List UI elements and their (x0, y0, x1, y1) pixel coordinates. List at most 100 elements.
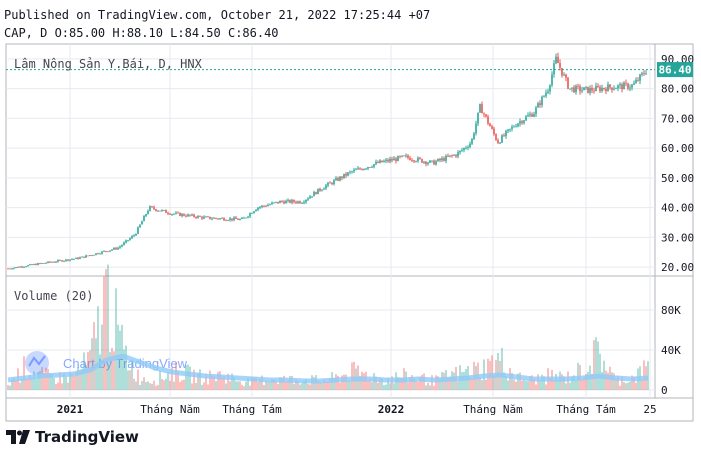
candle-body (577, 85, 579, 87)
candle-body (175, 212, 177, 214)
candle-body (61, 260, 63, 262)
volume-bar (479, 376, 481, 390)
volume-bar (53, 377, 55, 390)
candle-body (15, 267, 17, 268)
volume-bar (211, 375, 213, 390)
candle-body (471, 138, 473, 144)
volume-bar (447, 377, 449, 390)
candle-body (189, 214, 191, 216)
candle-body (25, 266, 27, 268)
candle-body (419, 157, 421, 159)
volume-bar (503, 372, 505, 390)
candle-body (263, 205, 265, 207)
volume-bar (199, 369, 201, 390)
volume-bar (115, 288, 117, 390)
candle-body (307, 198, 309, 200)
volume-bar (159, 370, 161, 390)
candle-body (409, 157, 411, 161)
volume-bar (337, 375, 339, 390)
volume-ma-line (7, 353, 649, 384)
candle-body (381, 160, 383, 163)
candle-body (319, 188, 321, 191)
candle-body (309, 196, 311, 199)
candle-body (489, 123, 491, 127)
candle-body (517, 123, 519, 127)
candle-body (401, 155, 403, 157)
candle-body (141, 221, 143, 225)
volume-bar (75, 372, 77, 390)
volume-bar (397, 377, 399, 390)
candle-body (107, 251, 109, 253)
candle-body (495, 134, 497, 140)
candle-body (617, 85, 619, 89)
candle-body (597, 86, 599, 88)
volume-bar (169, 380, 171, 390)
volume-bar (635, 382, 637, 390)
volume-bar (273, 379, 275, 390)
candle-body (605, 88, 607, 92)
volume-bar (581, 379, 583, 390)
candle-body (393, 158, 395, 161)
volume-bar (209, 370, 211, 390)
candle-body (275, 201, 277, 203)
candle-body (475, 123, 477, 134)
candle-body (511, 126, 513, 129)
volume-bar (285, 381, 287, 390)
candle-body (245, 217, 247, 219)
volume-bar (305, 378, 307, 390)
volume-bar (469, 376, 471, 390)
candle-body (427, 162, 429, 165)
volume-bar (343, 374, 345, 390)
volume-bar (593, 340, 595, 390)
candle-body (97, 253, 99, 255)
volume-bar (543, 376, 545, 390)
volume-bar (537, 374, 539, 390)
candle-body (237, 218, 239, 220)
volume-bar (45, 367, 47, 390)
volume-bar (493, 375, 495, 390)
volume-tick-label: 40K (661, 344, 681, 357)
volume-bar (619, 385, 621, 390)
volume-bar (133, 378, 135, 390)
candle-body (35, 264, 37, 266)
volume-bar (533, 378, 535, 390)
candle-body (499, 142, 501, 144)
candle-body (481, 104, 483, 114)
candle-body (27, 265, 29, 267)
volume-bar (555, 373, 557, 390)
candle-body (21, 266, 23, 268)
volume-bar (293, 383, 295, 390)
volume-bar (339, 382, 341, 390)
candle-body (633, 83, 635, 85)
candle-body (13, 267, 15, 269)
volume-bar (29, 374, 31, 390)
candle-body (235, 217, 237, 219)
volume-bar (229, 381, 231, 390)
candle-body (289, 199, 291, 203)
volume-bar (151, 383, 153, 390)
volume-bar (21, 378, 23, 390)
candle-body (167, 212, 169, 214)
candle-body (479, 104, 481, 113)
candle-body (541, 96, 543, 106)
candle-body (571, 87, 573, 89)
candle-body (341, 176, 343, 179)
volume-bar (139, 384, 141, 390)
footer-brand-text: TradingView (35, 428, 139, 446)
volume-bar (233, 377, 235, 390)
candle-body (395, 158, 397, 162)
volume-bar (369, 378, 371, 390)
volume-bar (225, 383, 227, 390)
chart-frame (5, 43, 694, 422)
candle-body (431, 160, 433, 162)
candle-body (483, 113, 485, 115)
candle-body (529, 114, 531, 116)
candle-body (75, 257, 77, 259)
volume-bar (515, 381, 517, 390)
candle-body (103, 251, 105, 252)
volume-bar (127, 370, 129, 390)
candle-body (497, 139, 499, 144)
volume-bar (185, 365, 187, 390)
candle-body (513, 126, 515, 128)
